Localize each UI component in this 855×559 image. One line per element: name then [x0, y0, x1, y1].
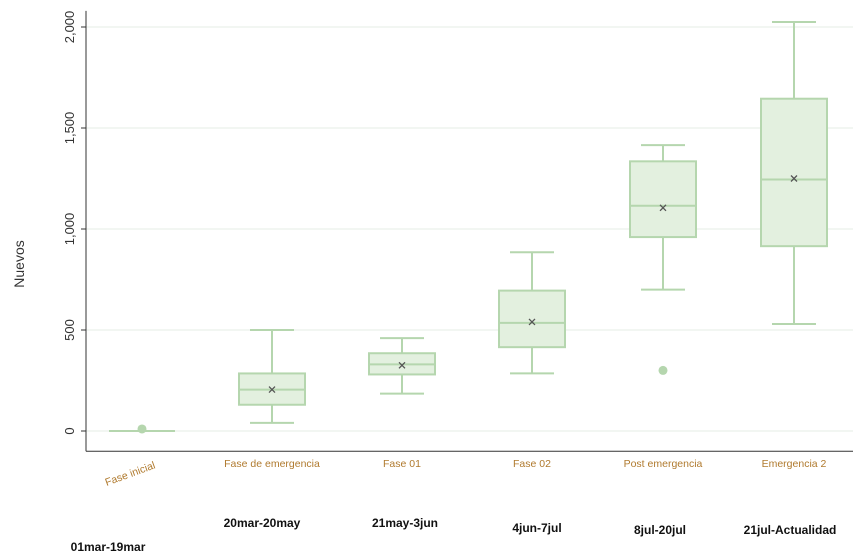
boxes	[109, 20, 828, 434]
x-axis-labels: Fase inicial 01mar-19mar Fase de emergenci…	[71, 458, 837, 554]
y-tick-label: 1,500	[62, 112, 77, 145]
category-label: Fase de emergencia	[224, 458, 320, 470]
mean-marker	[528, 318, 536, 326]
y-tick-label: 1,000	[62, 213, 77, 246]
box-5	[629, 144, 697, 375]
box-6	[760, 20, 828, 325]
box-iqr	[629, 160, 697, 239]
mean-marker	[398, 361, 406, 369]
category-label: Fase 01	[383, 458, 421, 470]
date-range-label: 8jul-20jul	[634, 523, 686, 537]
date-range-label: 01mar-19mar	[71, 540, 146, 554]
y-axis-label: Nuevos	[11, 240, 27, 287]
box-iqr	[760, 97, 828, 248]
mean-marker	[268, 386, 276, 394]
date-range-label: 4jun-7jul	[512, 521, 561, 535]
outlier-point	[137, 424, 147, 434]
date-range-label: 21may-3jun	[372, 516, 438, 530]
category-label: Post emergencia	[624, 458, 703, 470]
mean-marker	[790, 175, 798, 182]
date-range-label: 20mar-20may	[224, 516, 301, 530]
box-iqr	[498, 289, 566, 349]
date-range-label: 21jul-Actualidad	[744, 523, 837, 537]
category-label: Fase 02	[513, 458, 551, 470]
outlier-point	[658, 365, 668, 375]
category-label: Fase inicial	[104, 460, 157, 489]
box-2	[238, 329, 306, 424]
grid-lines	[86, 26, 853, 432]
mean-marker	[659, 204, 667, 212]
y-axis: 0 500 1,000 1,500 2,000	[62, 11, 853, 452]
y-tick-label: 500	[62, 319, 77, 341]
box-4	[498, 251, 566, 375]
category-label: Emergencia 2	[762, 458, 827, 470]
box-1	[109, 424, 175, 434]
y-tick-label: 0	[62, 427, 77, 434]
y-tick-label: 2,000	[62, 11, 77, 44]
box-3	[368, 337, 436, 395]
